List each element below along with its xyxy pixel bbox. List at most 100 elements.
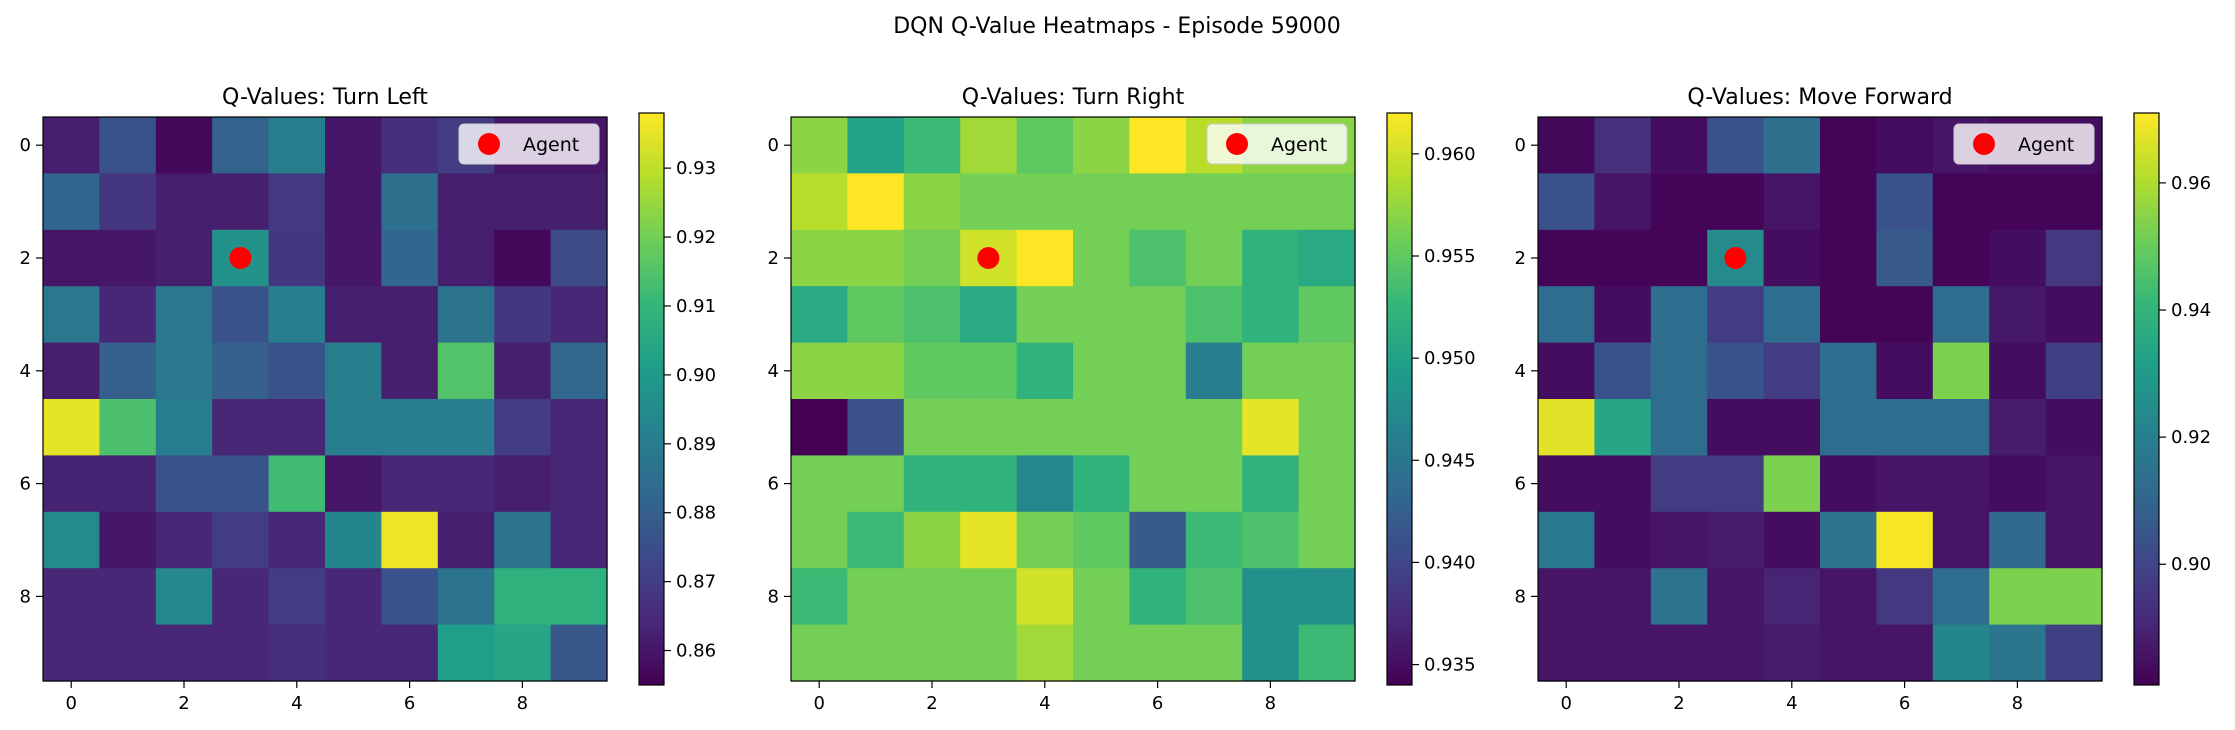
heatmap-cell <box>1538 399 1595 456</box>
heatmap-cell <box>212 173 270 231</box>
heatmap-cell <box>847 286 905 344</box>
colorbar-tick-label: 0.960 <box>1424 144 1476 165</box>
heatmap-cell <box>1650 511 1708 569</box>
colorbar-tick-label: 0.89 <box>676 434 716 455</box>
heatmap-cell <box>1820 229 1877 287</box>
heatmap-cell <box>1932 286 1990 344</box>
heatmap-cell <box>791 229 848 287</box>
heatmap-cell <box>1129 511 1187 569</box>
heatmap-cell <box>1185 286 1243 344</box>
heatmap-cell <box>1242 229 1300 287</box>
heatmap-cell <box>847 455 905 513</box>
heatmap-cell <box>1989 229 2047 287</box>
heatmap-cell <box>212 455 270 513</box>
heatmap-cell <box>1650 455 1708 513</box>
heatmap-cell <box>1298 399 1356 456</box>
heatmap-cell <box>1016 286 1074 344</box>
agent-marker <box>1724 247 1747 269</box>
heatmap-cell <box>1820 568 1877 626</box>
heatmap-cell <box>847 117 905 174</box>
heatmap-cell <box>960 624 1018 682</box>
heatmap-cell <box>1073 229 1130 287</box>
heatmap-cell <box>2045 568 2103 626</box>
legend: Agent <box>458 123 600 165</box>
heatmap-cell <box>1594 568 1652 626</box>
heatmap-cell <box>155 455 213 513</box>
heatmap-cell <box>1707 117 1765 174</box>
heatmap-cell <box>1876 286 1934 344</box>
x-tick-label: 0 <box>813 693 824 714</box>
heatmap-cell <box>1876 624 1934 682</box>
heatmap-cell <box>791 286 848 344</box>
heatmap-cell <box>903 117 961 174</box>
heatmap-cell <box>960 173 1018 231</box>
heatmap-cell <box>1989 399 2047 456</box>
heatmap-cell <box>494 455 552 513</box>
heatmap-cell <box>155 624 213 682</box>
heatmap-cell <box>268 117 326 174</box>
heatmap-cell <box>847 568 905 626</box>
y-tick-label: 6 <box>1515 474 1526 495</box>
heatmap-cell <box>381 568 439 626</box>
heatmap-cell <box>381 455 439 513</box>
heatmap-cell <box>1073 342 1130 400</box>
heatmap-cell <box>2045 286 2103 344</box>
heatmap-cell <box>1820 117 1877 174</box>
heatmap-cell <box>155 117 213 174</box>
heatmap-cell <box>550 624 608 682</box>
heatmap-cell <box>325 173 382 231</box>
heatmap-cell <box>212 399 270 456</box>
y-tick-label: 2 <box>20 248 31 269</box>
heatmap-cell <box>1016 342 1074 400</box>
heatmap-cell <box>1129 568 1187 626</box>
heatmap-cell <box>1185 511 1243 569</box>
heatmap-cell <box>550 173 608 231</box>
heatmap-cell <box>325 399 382 456</box>
heatmap-cell <box>1989 568 2047 626</box>
panel-title: Q-Values: Move Forward <box>1687 85 1952 110</box>
heatmap-cell <box>1129 624 1187 682</box>
heatmap-cell <box>1016 455 1074 513</box>
colorbar-gradient <box>1386 112 1413 686</box>
heatmap-cell <box>1707 455 1765 513</box>
colorbar-tick-label: 0.88 <box>676 503 716 524</box>
heatmap-cell <box>1538 173 1595 231</box>
heatmap-cell <box>1242 455 1300 513</box>
legend-agent-icon <box>1973 133 1995 155</box>
heatmap-cell <box>903 511 961 569</box>
heatmap-cell <box>494 286 552 344</box>
heatmap-cell <box>1707 399 1765 456</box>
heatmap-cell <box>99 624 157 682</box>
heatmap-cell <box>1538 342 1595 400</box>
heatmap-cell <box>1298 286 1356 344</box>
heatmap-cell <box>1707 173 1765 231</box>
x-tick-label: 2 <box>178 693 189 714</box>
heatmap-cell <box>1242 286 1300 344</box>
heatmap-cell <box>1650 342 1708 400</box>
colorbar-tick-label: 0.96 <box>2171 173 2211 194</box>
heatmap-cell <box>1594 229 1652 287</box>
colorbar-tick-label: 0.950 <box>1424 348 1476 369</box>
x-tick-label: 0 <box>65 693 76 714</box>
heatmap-cell <box>1073 455 1130 513</box>
heatmap-cell <box>1538 568 1595 626</box>
plot-frame <box>42 116 608 682</box>
heatmap-cell <box>791 173 848 231</box>
heatmap-cell <box>1298 173 1356 231</box>
heatmap-cell <box>1650 624 1708 682</box>
heatmap-cell <box>1876 399 1934 456</box>
heatmap-cell <box>2045 455 2103 513</box>
heatmap-cell <box>155 229 213 287</box>
legend: Agent <box>1206 123 1348 165</box>
colorbar-tick-label: 0.92 <box>676 227 716 248</box>
y-tick-label: 2 <box>768 248 779 269</box>
heatmap-cell <box>381 117 439 174</box>
heatmap-cell <box>903 568 961 626</box>
heatmap-cell <box>1298 455 1356 513</box>
heatmap-cell <box>1763 455 1821 513</box>
x-tick-label: 4 <box>1039 693 1050 714</box>
y-tick-label: 0 <box>1515 135 1526 156</box>
heatmap-cell <box>1185 455 1243 513</box>
heatmap-cell <box>1650 286 1708 344</box>
